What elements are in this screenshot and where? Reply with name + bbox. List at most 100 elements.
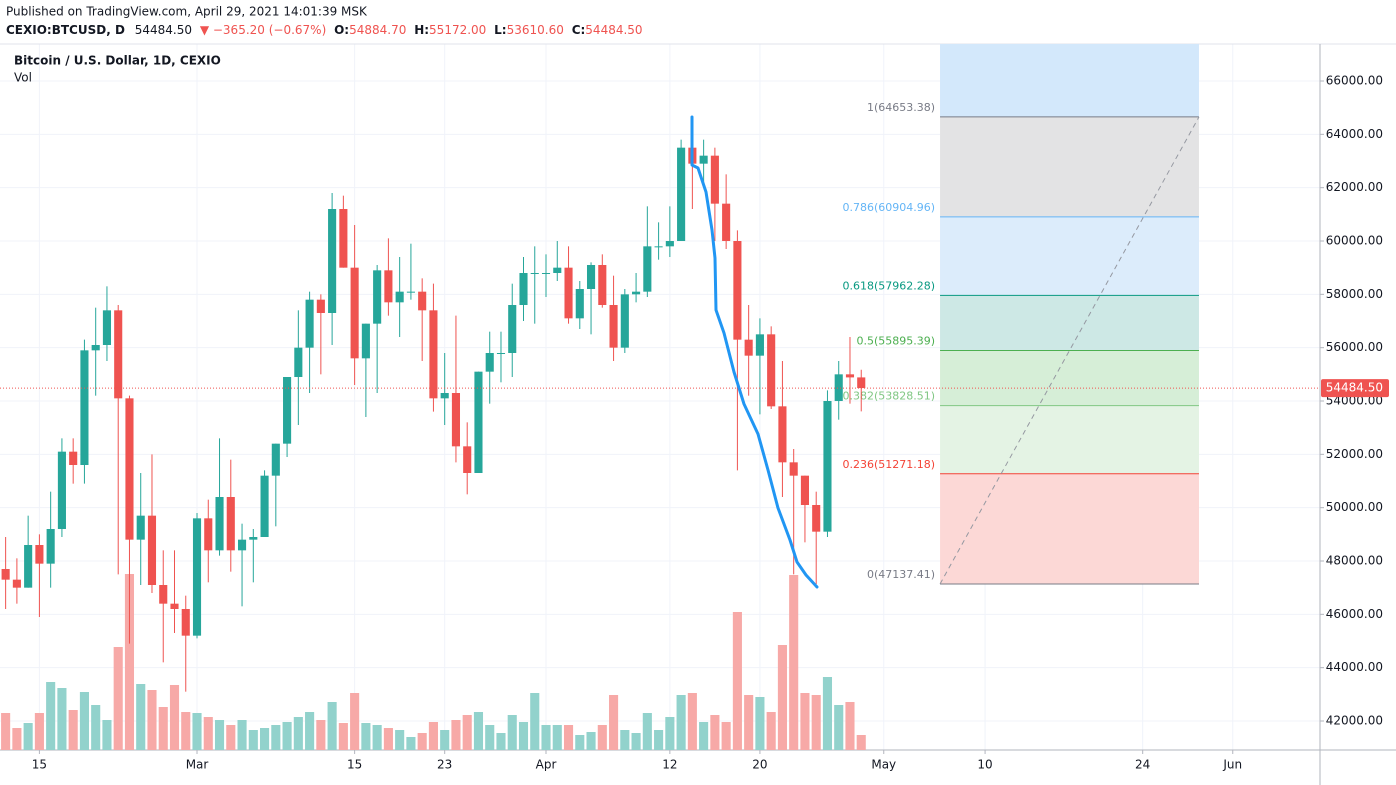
- fib-zone: [940, 350, 1199, 406]
- y-tick-label: 42000.00: [1326, 714, 1383, 728]
- fib-label: 0.236(51271.18): [842, 458, 935, 471]
- candle-body: [665, 241, 674, 247]
- symbol-line: CEXIO:BTCUSD, D 54484.50 ▼ −365.20 (−0.6…: [6, 23, 643, 37]
- volume-bar: [766, 712, 776, 750]
- candle-body: [429, 310, 438, 399]
- candle-body: [305, 299, 314, 348]
- y-tick-label: 44000.00: [1326, 660, 1383, 674]
- volume-bar: [699, 722, 709, 750]
- candle-body: [1, 569, 10, 580]
- volume-bar: [642, 713, 652, 750]
- volume-bar: [136, 684, 146, 750]
- candle-body: [69, 451, 78, 465]
- candle-body: [102, 310, 112, 345]
- y-tick-label: 52000.00: [1326, 447, 1383, 461]
- candle-body: [271, 443, 280, 476]
- volume-bar: [305, 712, 315, 750]
- candle-body: [46, 529, 55, 564]
- x-tick-label: Jun: [1222, 758, 1242, 772]
- candle-body: [722, 203, 731, 241]
- x-tick-label: 10: [977, 758, 992, 772]
- x-tick-label: 15: [32, 758, 47, 772]
- volume-bar: [214, 720, 225, 750]
- candle-body: [451, 393, 461, 447]
- candle-body: [339, 209, 348, 268]
- volume-bar: [451, 720, 461, 750]
- volume-bar: [316, 720, 326, 750]
- candle-body: [609, 305, 618, 348]
- candle-body: [249, 537, 258, 540]
- candle-body: [812, 505, 821, 532]
- volume-bar: [834, 705, 844, 750]
- candle-body: [12, 579, 21, 588]
- candle-body: [384, 270, 393, 303]
- volume-bar: [417, 733, 427, 750]
- volume-bar: [260, 728, 270, 750]
- candle-body: [733, 241, 742, 340]
- volume-bar: [383, 728, 393, 750]
- volume-bar: [541, 725, 551, 750]
- published-note: Published on TradingView.com, April 29, …: [6, 5, 368, 19]
- volume-bar: [507, 715, 517, 750]
- volume-bar: [372, 725, 382, 750]
- y-tick-label: 60000.00: [1326, 234, 1383, 248]
- candle-body: [24, 545, 33, 588]
- y-tick-label: 66000.00: [1326, 74, 1383, 88]
- volume-bar: [665, 717, 675, 750]
- volume-bar: [822, 677, 833, 750]
- candle-body: [373, 270, 382, 324]
- candle-body: [767, 334, 776, 407]
- fib-zone: [940, 116, 1199, 217]
- candle-body: [496, 353, 506, 354]
- candle-body: [485, 353, 494, 372]
- x-tick-label: 12: [662, 758, 677, 772]
- volume-bar: [79, 692, 89, 750]
- volume-bar: [428, 722, 438, 750]
- candle-body: [395, 291, 404, 303]
- candle-body: [598, 265, 607, 305]
- volume-bar: [473, 712, 484, 750]
- volume-bar: [169, 685, 180, 750]
- candle-body: [586, 265, 596, 289]
- volume-bar: [575, 735, 585, 750]
- y-tick-label: 62000.00: [1326, 180, 1383, 194]
- volume-bar: [46, 682, 56, 750]
- volume-bar: [34, 713, 44, 750]
- price: 54484.50: [135, 23, 192, 37]
- fib-label: 0.5(55895.39): [856, 334, 935, 347]
- fib-label: 0.786(60904.96): [842, 201, 935, 214]
- fib-label: 0(47137.41): [867, 568, 935, 581]
- candle-body: [508, 305, 517, 353]
- candle-body: [632, 291, 641, 295]
- volume-bar: [68, 710, 78, 750]
- ohlc-key: L:: [494, 23, 506, 37]
- volume-bar: [406, 737, 416, 750]
- candle-body: [755, 334, 764, 356]
- candle-body: [654, 246, 663, 248]
- candle-body: [170, 603, 179, 609]
- candle-body: [643, 246, 652, 292]
- candle-body: [237, 539, 247, 551]
- volume-bar: [485, 725, 495, 750]
- ohlc-value: 54884.70: [349, 23, 406, 37]
- symbol: CEXIO:BTCUSD, D: [6, 23, 125, 37]
- candle-body: [260, 475, 269, 537]
- ohlc-key: H:: [414, 23, 429, 37]
- plot: 1(64653.38) 0.786(60904.96) 0.618(57962.28…: [0, 44, 1320, 750]
- candle-body: [147, 515, 157, 585]
- volume-bar: [777, 645, 787, 750]
- volume-bar: [57, 688, 67, 750]
- candle-body: [204, 518, 213, 551]
- volume-bar: [237, 720, 247, 750]
- volume-bar: [91, 705, 101, 750]
- volume-bar: [147, 690, 157, 750]
- volume-bar: [248, 730, 258, 750]
- volume-bar: [192, 713, 202, 750]
- volume-bar: [856, 735, 866, 750]
- ohlc-key: O:: [334, 23, 349, 37]
- brush-drawing: [690, 115, 819, 589]
- fib-trend-line: [939, 116, 1200, 585]
- candle-body: [800, 475, 809, 505]
- volume-bar: [710, 715, 720, 750]
